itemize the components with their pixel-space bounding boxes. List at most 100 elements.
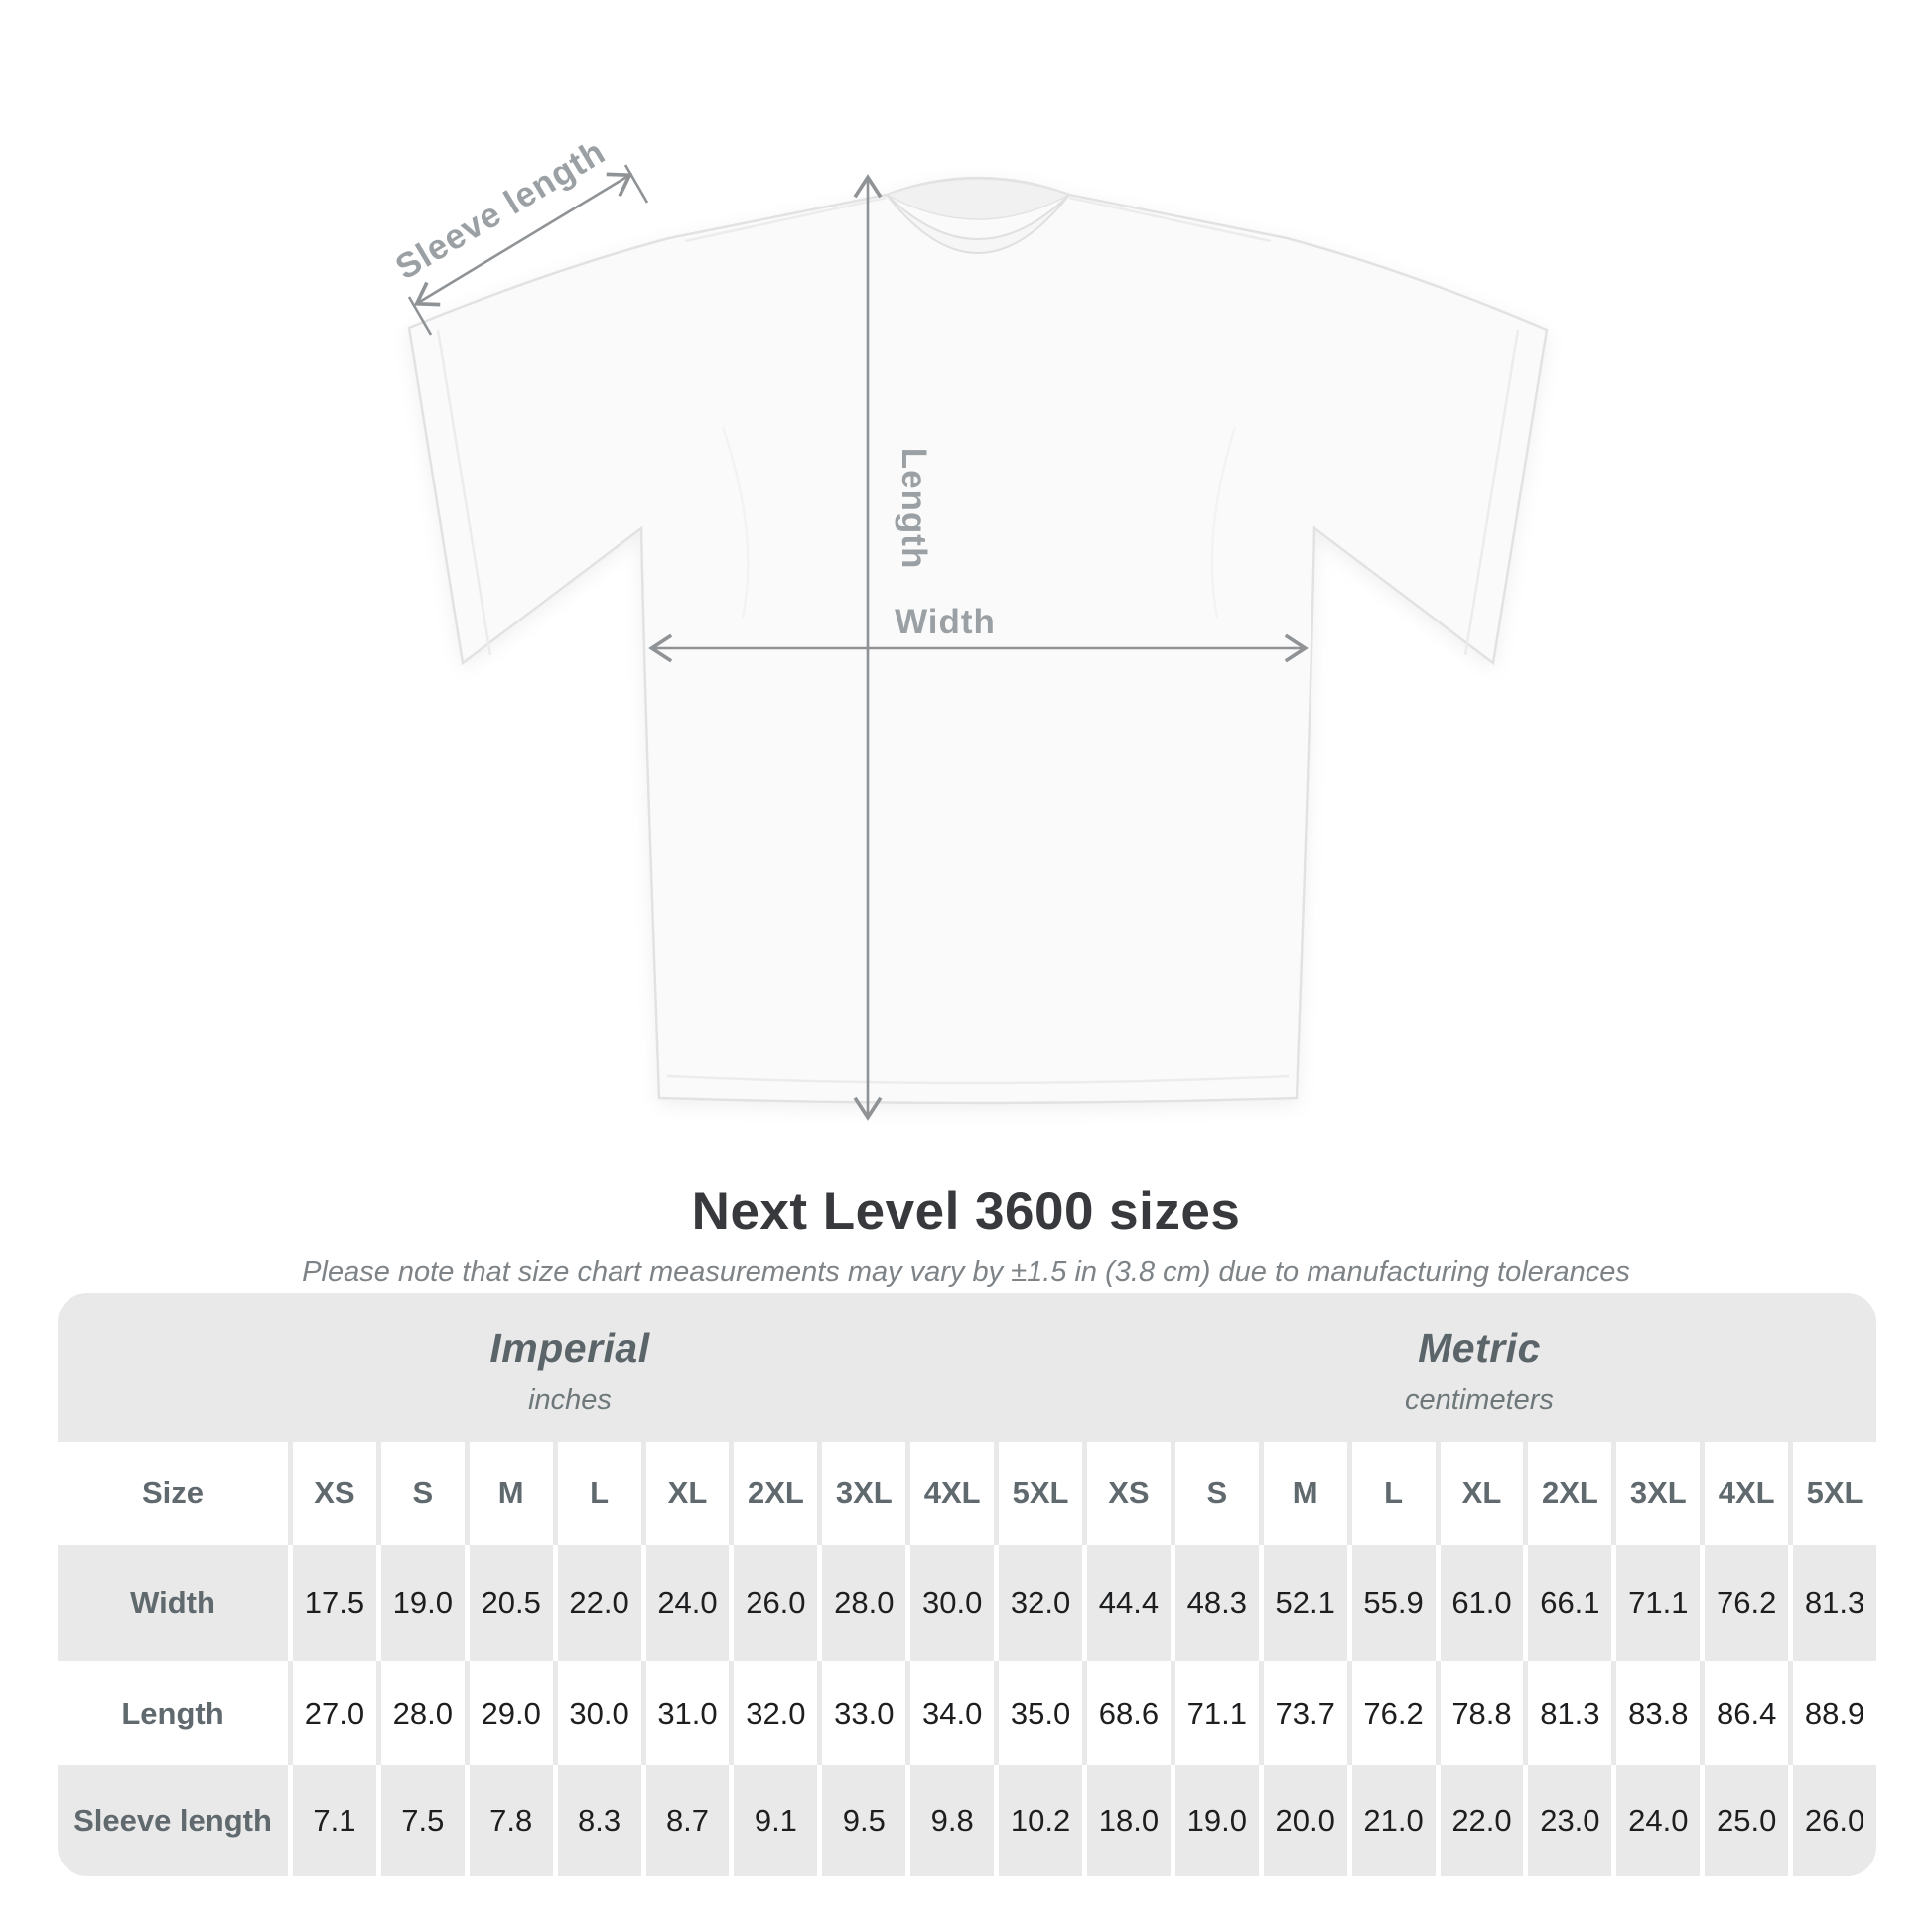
col-header: XL [640, 1442, 730, 1545]
size-table: Imperial inches Metric centimeters Size … [58, 1293, 1876, 1876]
col-header: 2XL [729, 1442, 817, 1545]
cell: 22.0 [1435, 1765, 1524, 1876]
cell: 9.5 [817, 1765, 905, 1876]
imperial-header: Imperial inches [58, 1317, 1082, 1417]
cell: 78.8 [1435, 1661, 1524, 1765]
cell: 33.0 [817, 1661, 905, 1765]
col-header: S [1170, 1442, 1259, 1545]
cell: 20.0 [1258, 1765, 1347, 1876]
metric-unit: centimeters [1405, 1384, 1554, 1416]
cell: 9.1 [729, 1765, 817, 1876]
cell: 7.5 [375, 1765, 465, 1876]
cell: 10.2 [994, 1765, 1082, 1876]
size-column-header: Size [141, 1475, 205, 1510]
fabric-fold-right [1210, 426, 1237, 619]
col-header: S [375, 1442, 465, 1545]
cell: 76.2 [1346, 1661, 1436, 1765]
cell: 44.4 [1081, 1545, 1171, 1661]
shoulder-seam-right [1068, 196, 1272, 243]
col-header: 5XL [994, 1442, 1082, 1545]
title-block: Next Level 3600 sizes Please note that s… [0, 1181, 1932, 1289]
cell: 76.2 [1700, 1545, 1788, 1661]
fabric-fold-left [721, 426, 750, 619]
cell: 22.0 [552, 1545, 641, 1661]
page-title: Next Level 3600 sizes [691, 1182, 1241, 1241]
cell: 55.9 [1346, 1545, 1436, 1661]
col-header: 2XL [1523, 1442, 1611, 1545]
col-header: L [1346, 1442, 1436, 1545]
cell: 23.0 [1523, 1765, 1611, 1876]
cell: 8.7 [640, 1765, 730, 1876]
width-label: Width [895, 603, 996, 641]
cell: 34.0 [905, 1661, 994, 1765]
cell: 26.0 [1788, 1765, 1876, 1876]
cell: 88.9 [1788, 1661, 1876, 1765]
cell: 19.0 [1170, 1765, 1259, 1876]
cell: 27.0 [288, 1661, 376, 1765]
cell: 7.1 [288, 1765, 376, 1876]
col-header: XL [1435, 1442, 1524, 1545]
cell: 32.0 [994, 1545, 1082, 1661]
cell: 28.0 [375, 1661, 465, 1765]
row-label-length: Length [121, 1695, 224, 1730]
col-header: 3XL [1611, 1442, 1700, 1545]
col-header: 3XL [817, 1442, 905, 1545]
col-header: M [464, 1442, 553, 1545]
cell: 71.1 [1611, 1545, 1700, 1661]
cell: 28.0 [817, 1545, 905, 1661]
cell: 29.0 [464, 1661, 553, 1765]
col-header: 5XL [1788, 1442, 1876, 1545]
col-header: 4XL [905, 1442, 994, 1545]
length-label: Length [895, 448, 933, 570]
cell: 17.5 [288, 1545, 376, 1661]
cell: 20.5 [464, 1545, 553, 1661]
cell: 8.3 [552, 1765, 641, 1876]
size-header-row: Size XS S M L XL 2XL 3XL 4XL 5XL XS S M … [58, 1442, 1876, 1545]
cell: 83.8 [1611, 1661, 1700, 1765]
row-label-width: Width [130, 1585, 215, 1620]
cell: 30.0 [905, 1545, 994, 1661]
table-row-sleeve-length: Sleeve length 7.1 7.5 7.8 8.3 8.7 9.1 9.… [58, 1765, 1876, 1876]
cell: 18.0 [1081, 1765, 1171, 1876]
cell: 52.1 [1258, 1545, 1347, 1661]
collar-band [886, 194, 1070, 254]
cell: 86.4 [1700, 1661, 1788, 1765]
cell: 73.7 [1258, 1661, 1347, 1765]
cell: 25.0 [1700, 1765, 1788, 1876]
page-subtitle: Please note that size chart measurements… [302, 1256, 1630, 1288]
hem-seam [666, 1074, 1290, 1085]
sleeve-seam-left [436, 329, 492, 656]
sleeve-length-arrow [413, 172, 633, 307]
cell: 21.0 [1346, 1765, 1436, 1876]
col-header: M [1258, 1442, 1347, 1545]
sleeve-length-tick-top [623, 164, 649, 204]
cell: 68.6 [1081, 1661, 1171, 1765]
col-header: XS [1081, 1442, 1171, 1545]
cell: 9.8 [905, 1765, 994, 1876]
cell: 48.3 [1170, 1545, 1259, 1661]
cell: 32.0 [729, 1661, 817, 1765]
cell: 19.0 [375, 1545, 465, 1661]
cell: 66.1 [1523, 1545, 1611, 1661]
shoulder-seam-left [684, 196, 888, 243]
cell: 7.8 [464, 1765, 553, 1876]
measurement-arrows [407, 164, 1309, 1121]
cell: 31.0 [640, 1661, 730, 1765]
cell: 71.1 [1170, 1661, 1259, 1765]
imperial-unit: inches [528, 1384, 612, 1416]
cell: 26.0 [729, 1545, 817, 1661]
table-row-width: Width 17.5 19.0 20.5 22.0 24.0 26.0 28.0… [58, 1545, 1876, 1661]
cell: 24.0 [640, 1545, 730, 1661]
metric-title: Metric [1418, 1325, 1541, 1371]
sleeve-length-tick-bottom [407, 296, 433, 336]
unit-band: Imperial inches Metric centimeters [58, 1293, 1876, 1442]
cell: 30.0 [552, 1661, 641, 1765]
cell: 81.3 [1788, 1545, 1876, 1661]
col-header: XS [288, 1442, 376, 1545]
cell: 35.0 [994, 1661, 1082, 1765]
metric-header: Metric centimeters [1082, 1317, 1876, 1417]
tshirt-measurement-diagram: Sleeve length Length Width [389, 132, 1549, 1121]
imperial-title: Imperial [489, 1325, 650, 1371]
table-row-length: Length 27.0 28.0 29.0 30.0 31.0 32.0 33.… [58, 1661, 1876, 1765]
col-header: 4XL [1700, 1442, 1788, 1545]
